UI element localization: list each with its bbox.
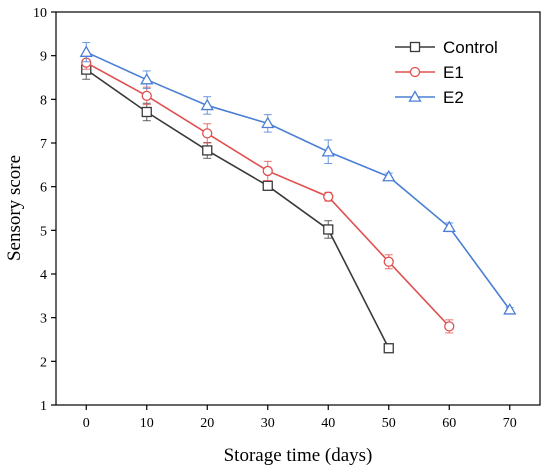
data-point-e2 <box>140 72 154 85</box>
legend-marker-control <box>409 41 421 53</box>
data-point-control <box>262 180 273 191</box>
data-point-control <box>202 145 213 156</box>
data-point-control <box>383 343 394 354</box>
data-point-e1 <box>444 321 455 332</box>
x-axis-title: Storage time (days) <box>224 445 373 466</box>
y-tick-label: 3 <box>40 312 47 327</box>
legend: Control E1 E2 <box>395 38 498 107</box>
data-point-e2 <box>79 45 93 57</box>
series-line-e2 <box>85 51 511 311</box>
legend-marker-e2 <box>408 90 422 102</box>
x-axis-ticks: 0 10 20 30 40 50 60 70 <box>83 405 517 431</box>
plot-frame <box>55 11 541 406</box>
data-point-e1 <box>202 128 213 139</box>
data-point-control <box>323 224 334 235</box>
y-tick-label: 6 <box>40 181 47 196</box>
data-point-e1 <box>141 90 152 101</box>
legend-label-e2: E2 <box>443 88 464 107</box>
x-tick-label: 70 <box>503 416 517 431</box>
x-tick-label: 10 <box>140 416 154 431</box>
x-tick-label: 40 <box>321 416 335 431</box>
data-point-e2 <box>442 220 456 233</box>
x-tick-label: 20 <box>200 416 214 431</box>
x-tick-label: 60 <box>442 416 456 431</box>
series-line-e1 <box>85 61 450 327</box>
y-tick-label: 7 <box>40 137 47 152</box>
legend-marker-e1 <box>409 66 421 78</box>
y-axis-title: Sensory score <box>4 155 25 261</box>
y-tick-label: 4 <box>40 268 47 283</box>
x-tick-label: 0 <box>83 416 90 431</box>
y-axis-ticks: 1 2 3 4 5 6 7 8 9 10 <box>33 6 56 414</box>
y-tick-label: 9 <box>40 50 47 65</box>
series-layer <box>79 42 517 354</box>
legend-label-control: Control <box>443 38 498 57</box>
data-point-e2 <box>261 116 275 129</box>
series-control <box>81 59 394 354</box>
data-point-e1 <box>262 165 273 177</box>
series-e2 <box>79 42 517 315</box>
data-point-e1 <box>323 191 334 202</box>
data-point-e2 <box>200 98 214 111</box>
y-tick-label: 5 <box>40 224 47 239</box>
data-point-e2 <box>503 302 517 315</box>
data-point-control <box>141 106 152 118</box>
series-line-control <box>85 68 390 349</box>
data-point-e2 <box>321 144 335 157</box>
legend-label-e1: E1 <box>443 63 464 82</box>
data-point-e2 <box>382 169 396 182</box>
x-tick-label: 50 <box>382 416 396 431</box>
y-tick-label: 1 <box>40 399 47 414</box>
series-e1 <box>81 55 455 334</box>
y-tick-label: 8 <box>40 93 47 108</box>
y-tick-label: 10 <box>33 6 47 21</box>
data-point-e1 <box>383 256 394 267</box>
x-tick-label: 30 <box>261 416 275 431</box>
y-tick-label: 2 <box>40 355 47 370</box>
